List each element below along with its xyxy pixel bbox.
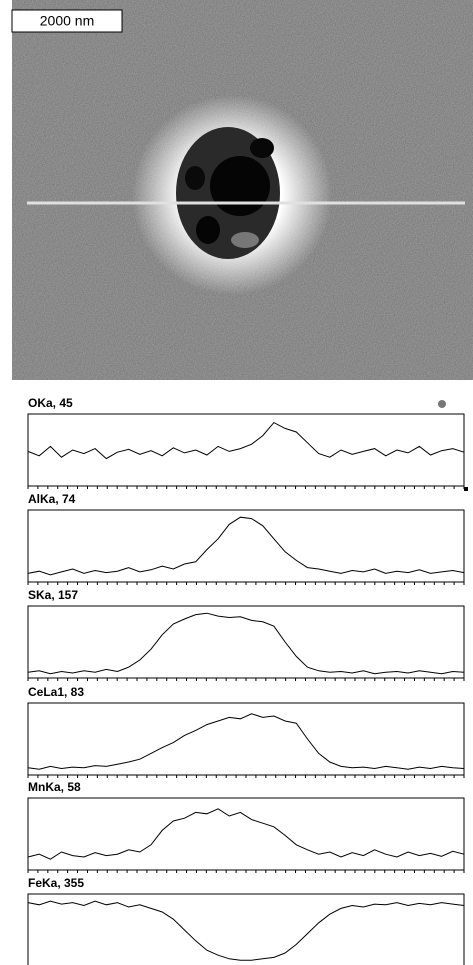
profile-line	[28, 517, 464, 575]
profile-line	[28, 714, 464, 769]
panel-title: AlKa, 74	[28, 492, 76, 506]
panel-frame	[28, 703, 464, 775]
panel-frame	[28, 798, 464, 870]
scale-label: 2000 nm	[40, 13, 94, 29]
profile-line	[28, 901, 464, 960]
panel-title: MnKa, 58	[28, 780, 81, 794]
panel-title: FeKa, 355	[28, 876, 84, 890]
profile-line	[28, 613, 464, 674]
marker-dot	[438, 400, 446, 408]
figure: 2000 nm OKa, 45 AlKa, 74 SKa, 157 CeLa1, 83…	[0, 0, 473, 965]
panel-title: CeLa1, 83	[28, 685, 84, 699]
profile-line	[28, 423, 464, 459]
marker-square	[464, 487, 468, 491]
panel-title: OKa, 45	[28, 396, 73, 410]
sem-image: 2000 nm	[12, 0, 473, 380]
panel-frame	[28, 894, 464, 965]
panel-frame	[28, 606, 464, 678]
panel-title: SKa, 157	[28, 588, 78, 602]
profile-line	[28, 809, 464, 859]
